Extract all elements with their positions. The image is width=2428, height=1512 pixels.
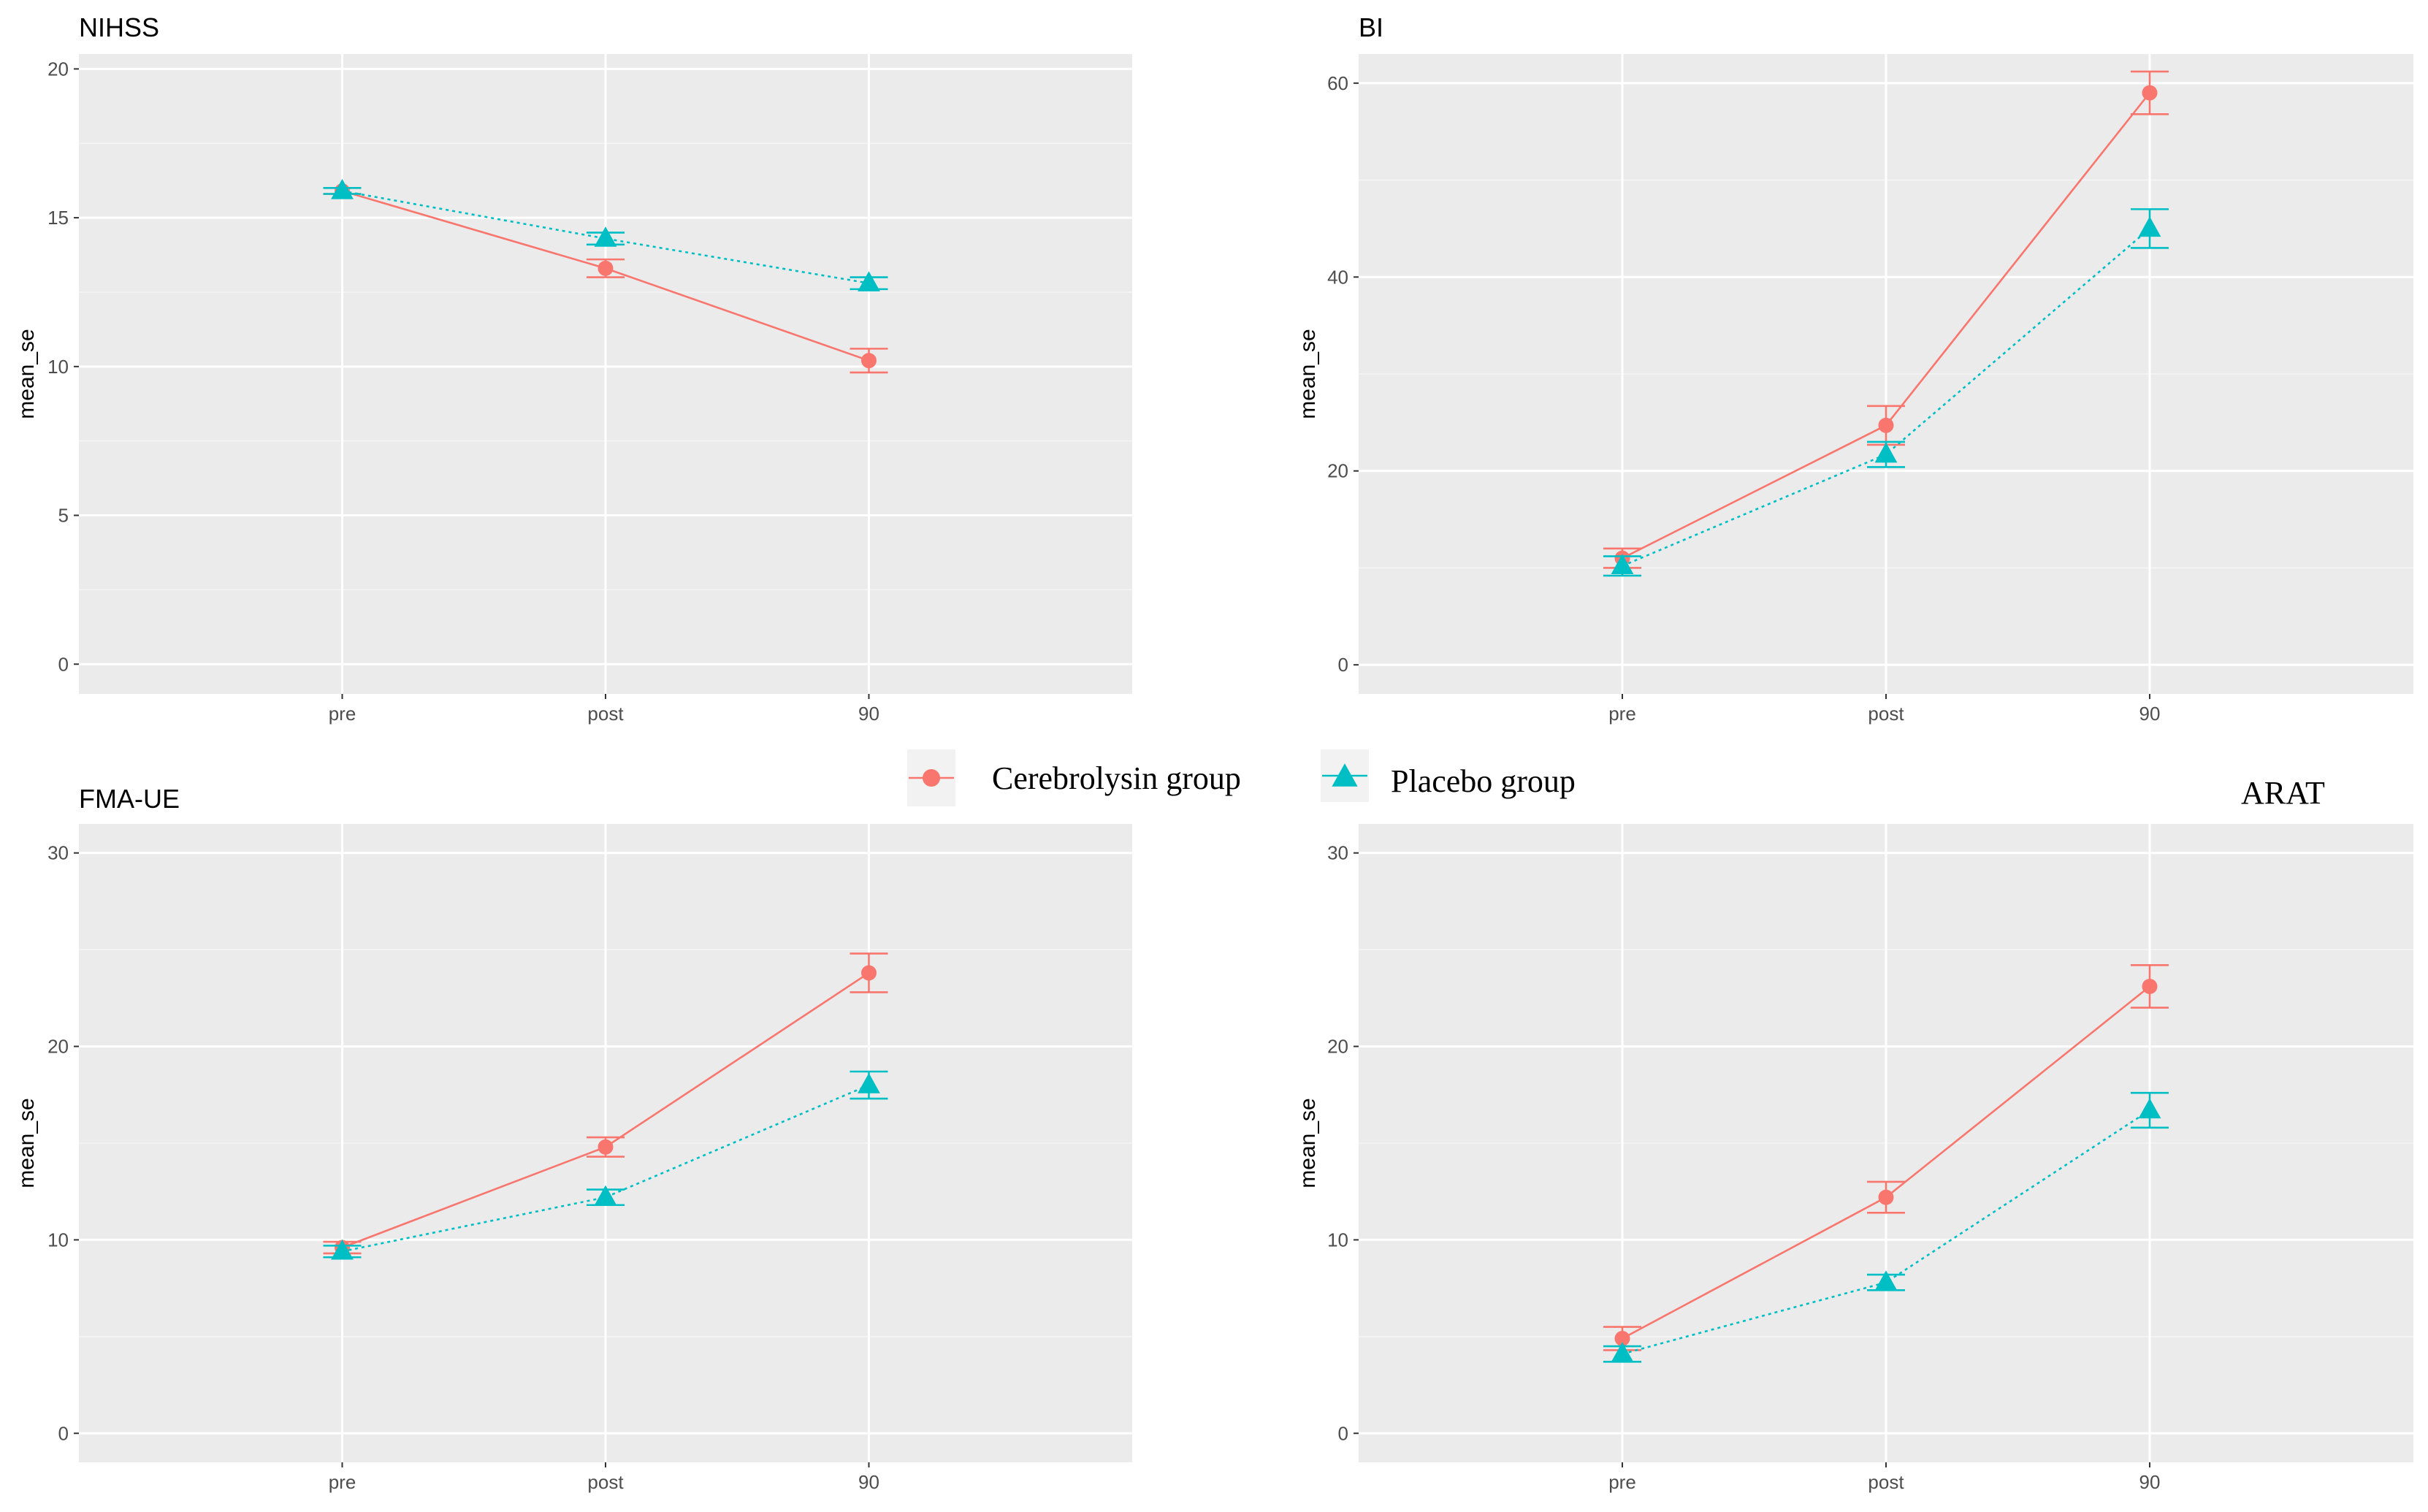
y-tick-label: 20 (47, 1036, 69, 1058)
x-tick-label: pre (329, 703, 356, 725)
x-tick-label: post (587, 703, 624, 725)
panel-title: BI (1359, 12, 1383, 42)
y-tick-label: 40 (1327, 266, 1348, 288)
legend-entry-placebo: Placebo group (1321, 749, 1576, 802)
data-point-circle (1878, 1189, 1894, 1205)
y-tick-label: 10 (47, 356, 69, 378)
data-point-circle (1878, 417, 1894, 433)
data-point-circle (598, 260, 614, 276)
x-tick-label: post (1868, 1471, 1904, 1493)
y-tick-label: 10 (1327, 1229, 1348, 1251)
y-tick-label: 0 (1338, 1422, 1348, 1444)
panel-title: NIHSS (79, 12, 159, 42)
panel-title: FMA-UE (79, 784, 180, 814)
series-cerebrolysin (1603, 70, 2169, 569)
chart-panel-nihss: 0 5 10 15 20 pre post 90 mean_se NIHSS (15, 12, 1132, 725)
y-axis-label: mean_se (1296, 329, 1320, 419)
data-point-circle (598, 1139, 614, 1155)
y-tick-label: 0 (58, 1422, 69, 1444)
legend-entry-cerebrolysin: Cerebrolysin group (907, 749, 1241, 806)
data-point-triangle (1874, 442, 1898, 463)
x-tick-label: pre (329, 1471, 356, 1493)
data-point-triangle (2138, 216, 2161, 237)
data-point-triangle (858, 271, 880, 291)
series-placebo (1603, 208, 2169, 577)
chart-panel-arat: 0 10 20 30 pre post 90 mean_se ARAT (1296, 775, 2413, 1493)
y-tick-label: 20 (47, 58, 69, 80)
chart-panel-bi: 0 20 40 60 pre post 90 mean_se BI (1296, 12, 2413, 725)
x-tick-label: 90 (2139, 1471, 2161, 1493)
series-placebo (1603, 1091, 2169, 1363)
data-point-circle (861, 965, 877, 981)
chart-panel-fma-ue: 0 10 20 30 pre post 90 mean_se FMA-UE (15, 784, 1132, 1493)
y-tick-label: 30 (47, 842, 69, 864)
x-tick-label: 90 (2139, 703, 2161, 725)
y-tick-label: 5 (58, 505, 69, 527)
data-point-triangle (594, 1185, 617, 1206)
x-tick-label: pre (1608, 1471, 1636, 1493)
y-axis-label: mean_se (1296, 1098, 1320, 1188)
x-tick-label: post (587, 1471, 624, 1493)
y-tick-label: 20 (1327, 1036, 1348, 1058)
y-tick-label: 60 (1327, 72, 1348, 94)
legend-label: Placebo group (1391, 763, 1576, 799)
y-tick-label: 15 (47, 207, 69, 229)
x-tick-label: 90 (858, 703, 879, 725)
x-tick-label: post (1868, 703, 1904, 725)
legend-label: Cerebrolysin group (992, 760, 1241, 796)
y-axis-label: mean_se (15, 1098, 39, 1188)
data-point-triangle (1611, 554, 1634, 574)
series-placebo (323, 178, 888, 291)
data-point-triangle (858, 1073, 880, 1093)
data-point-triangle (331, 1239, 354, 1260)
y-tick-label: 0 (58, 653, 69, 675)
legend-triangle-icon (1332, 763, 1358, 787)
y-tick-label: 30 (1327, 842, 1348, 864)
y-tick-label: 0 (1338, 654, 1348, 676)
data-point-triangle (594, 226, 617, 247)
data-point-triangle (1611, 1342, 1634, 1362)
legend: Cerebrolysin group Placebo group (907, 749, 1576, 806)
x-tick-label: pre (1608, 703, 1636, 725)
y-axis-label: mean_se (15, 329, 39, 419)
panel-title: ARAT (2241, 775, 2325, 811)
x-tick-label: 90 (858, 1471, 879, 1493)
data-point-circle (2142, 978, 2158, 994)
series-placebo (323, 1070, 888, 1260)
y-tick-label: 20 (1327, 460, 1348, 482)
data-point-circle (1614, 1330, 1630, 1346)
data-point-triangle (2138, 1098, 2161, 1119)
series-cerebrolysin (1603, 964, 2169, 1351)
data-point-triangle (1874, 1270, 1898, 1291)
data-point-circle (2142, 85, 2158, 101)
legend-circle-icon (923, 769, 940, 787)
data-point-circle (861, 353, 877, 369)
y-tick-label: 10 (47, 1229, 69, 1251)
data-point-triangle (331, 178, 354, 199)
